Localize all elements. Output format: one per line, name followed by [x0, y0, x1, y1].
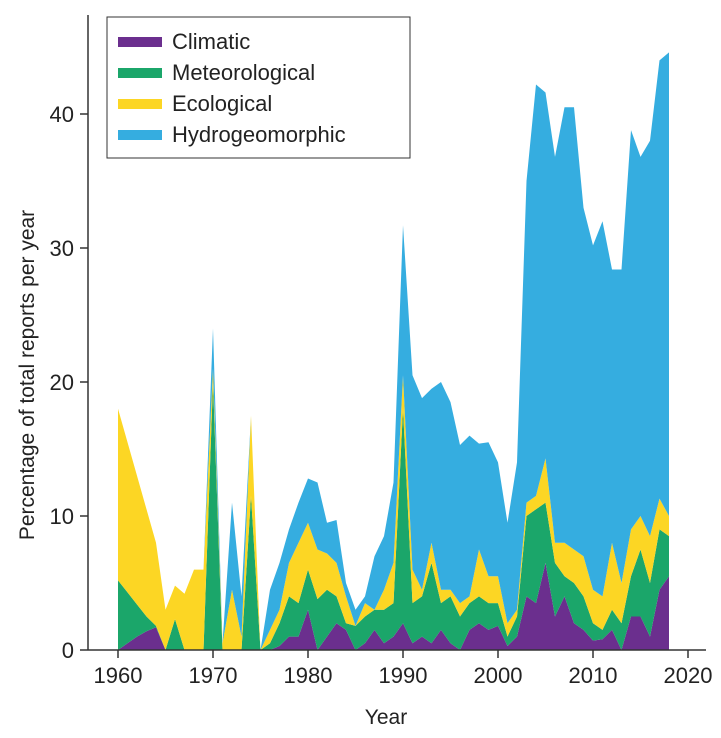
x-tick-label: 2000 — [474, 663, 523, 688]
y-tick-label: 40 — [50, 102, 74, 127]
area-ecological — [118, 368, 669, 650]
x-tick-label: 1970 — [189, 663, 238, 688]
y-tick-label: 30 — [50, 236, 74, 261]
x-tick-label: 1980 — [284, 663, 333, 688]
x-tick-label: 1960 — [94, 663, 143, 688]
y-tick-label: 20 — [50, 370, 74, 395]
legend-label-ecological: Ecological — [172, 91, 272, 116]
area-hydrogeomorphic — [118, 52, 669, 651]
legend-swatch-hydrogeomorphic — [118, 130, 162, 140]
legend-label-hydrogeomorphic: Hydrogeomorphic — [172, 122, 346, 147]
x-tick-label: 1990 — [379, 663, 428, 688]
x-ticks: 1960 1970 1980 1990 2000 2010 2020 — [94, 650, 713, 688]
y-ticks: 0 10 20 30 40 — [50, 102, 88, 663]
y-axis-label: Percentage of total reports per year — [16, 210, 39, 540]
legend: Climatic Meteorological Ecological Hydrogeo… — [106, 16, 411, 159]
legend-label-meteorological: Meteorological — [172, 60, 315, 85]
legend-swatch-ecological — [118, 99, 162, 109]
legend-swatch-climatic — [118, 37, 162, 47]
x-axis-label: Year — [365, 706, 407, 729]
y-tick-label: 10 — [50, 504, 74, 529]
area-meteorological — [118, 382, 669, 650]
legend-label-climatic: Climatic — [172, 29, 250, 54]
x-tick-label: 2010 — [569, 663, 618, 688]
y-tick-label: 0 — [62, 638, 74, 663]
area-climatic — [118, 562, 669, 650]
plot-areas — [118, 52, 669, 651]
legend-swatch-meteorological — [118, 68, 162, 78]
x-tick-label: 2020 — [664, 663, 713, 688]
